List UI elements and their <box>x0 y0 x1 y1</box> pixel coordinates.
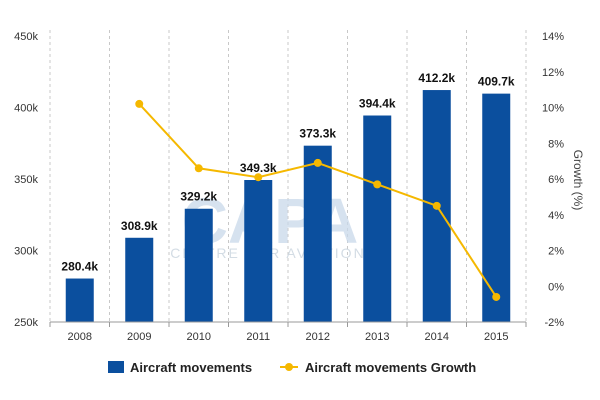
axes <box>49 321 527 327</box>
y-axis-right-title: Growth (%) <box>571 150 585 211</box>
x-axis-tick-label: 2008 <box>68 331 92 343</box>
bar-data-label: 308.9k <box>121 219 158 233</box>
y-axis-right-tick-label: 4% <box>548 210 564 222</box>
x-axis-tick-label: 2014 <box>425 331 449 343</box>
legend-label-bars: Aircraft movements <box>130 360 252 375</box>
bar-data-label: 349.3k <box>240 161 277 175</box>
y-axis-right-tick-label: 6% <box>548 174 564 186</box>
growth-point <box>492 292 501 301</box>
bar-data-label: 329.2k <box>180 190 217 204</box>
bar <box>125 237 154 322</box>
bar <box>184 208 213 322</box>
bar-data-label: 412.2k <box>418 71 455 85</box>
y-axis-right-tick-label: 8% <box>548 138 564 150</box>
growth-point <box>194 164 203 173</box>
grid-lines <box>49 30 527 322</box>
growth-point <box>135 99 144 108</box>
line-series <box>135 99 501 301</box>
x-axis-tick-label: 2012 <box>306 331 330 343</box>
y-axis-right-tick-label: -2% <box>544 317 564 329</box>
x-axis-tick-label: 2015 <box>484 331 508 343</box>
tick-labels: 250k 300k 350k 400k 450k -2% 0% 2% 4% 6% 8% 10% 12% 1… <box>14 31 564 343</box>
growth-point <box>432 201 441 210</box>
bar <box>244 180 273 322</box>
y-axis-right-tick-label: 14% <box>542 31 564 43</box>
bar <box>303 145 332 322</box>
bar-data-label: 394.4k <box>359 97 396 111</box>
growth-point <box>254 173 263 182</box>
y-axis-right-tick-label: 10% <box>542 103 564 115</box>
y-axis-left-tick-label: 300k <box>14 246 38 258</box>
growth-point <box>373 180 382 189</box>
legend-label-line: Aircraft movements Growth <box>305 360 476 375</box>
legend-swatch-bars <box>108 361 124 373</box>
y-axis-left-tick-label: 250k <box>14 317 38 329</box>
bar-data-label: 409.7k <box>478 75 515 89</box>
bar <box>482 93 511 322</box>
y-axis-left-tick-label: 400k <box>14 103 38 115</box>
x-axis-tick-label: 2013 <box>365 331 389 343</box>
growth-point <box>313 158 322 167</box>
y-axis-right-tick-label: 2% <box>548 246 564 258</box>
x-axis-tick-label: 2011 <box>246 331 270 343</box>
y-axis-right-tick-label: 12% <box>542 67 564 79</box>
bar-data-label: 373.3k <box>299 127 336 141</box>
legend: Aircraft movements Aircraft movements Gro… <box>108 360 476 375</box>
y-axis-left-tick-label: 350k <box>14 174 38 186</box>
data-labels: 280.4k 308.9k 329.2k 349.3k 373.3k 394.4k 412.… <box>61 71 515 273</box>
x-axis-tick-label: 2009 <box>127 331 151 343</box>
legend-swatch-marker <box>285 363 293 371</box>
bar <box>363 115 392 323</box>
y-axis-right-tick-label: 0% <box>548 281 564 293</box>
y-axis-left-tick-label: 450k <box>14 31 38 43</box>
x-axis-tick-label: 2010 <box>187 331 211 343</box>
bar <box>65 278 94 322</box>
bar-data-label: 280.4k <box>61 260 98 274</box>
